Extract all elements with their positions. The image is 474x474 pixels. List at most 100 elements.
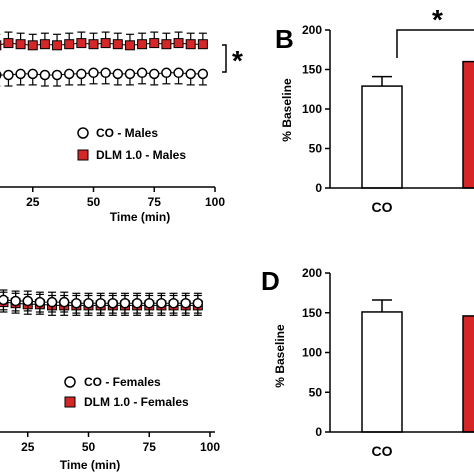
data-point bbox=[149, 38, 160, 49]
panel-b-y-axis-title: % Baseline bbox=[280, 78, 294, 142]
data-point bbox=[100, 38, 111, 49]
x-tick-label: 50 bbox=[82, 440, 96, 454]
y-tick-label: 50 bbox=[309, 385, 323, 399]
data-point bbox=[27, 68, 38, 80]
data-point bbox=[95, 297, 106, 309]
legend-label: DLM 1.0 - Males bbox=[96, 148, 186, 162]
data-point bbox=[39, 39, 50, 50]
x-tick-label: 100 bbox=[205, 195, 225, 209]
panel-d-category-labels: COD bbox=[372, 443, 393, 459]
data-point bbox=[161, 67, 172, 79]
data-point bbox=[71, 297, 82, 309]
y-tick-label: 0 bbox=[315, 181, 322, 195]
data-point bbox=[131, 297, 143, 309]
panel-b-letter: B bbox=[275, 24, 294, 54]
data-point bbox=[124, 40, 135, 51]
bar bbox=[462, 60, 474, 189]
y-tick-label: 100 bbox=[302, 346, 322, 360]
panel-c-legend: CO - Females DLM 1.0 - Females bbox=[64, 375, 189, 409]
data-point bbox=[197, 39, 208, 50]
data-point bbox=[136, 67, 148, 79]
bar bbox=[462, 315, 474, 433]
panel-b-significance-star: * bbox=[432, 4, 443, 35]
panel-b-y-ticks: 0 50 100 150 200 bbox=[302, 23, 330, 195]
data-point bbox=[156, 297, 167, 309]
data-point bbox=[197, 68, 209, 80]
data-point bbox=[0, 40, 2, 51]
y-tick-label: 150 bbox=[302, 306, 322, 320]
data-point bbox=[27, 40, 38, 51]
legend-marker-square bbox=[77, 149, 89, 161]
y-tick-label: 50 bbox=[309, 142, 323, 156]
data-point bbox=[76, 38, 87, 49]
y-tick-label: 200 bbox=[302, 23, 322, 37]
x-tick-label: 75 bbox=[143, 440, 157, 454]
panel-c: 25 50 75 100 Time (min) CO - Females DLM 1.… bbox=[0, 289, 220, 472]
y-tick-label: 150 bbox=[302, 63, 322, 77]
panel-a-x-axis-title: Time (min) bbox=[110, 210, 170, 224]
panel-c-x-axis-title: Time (min) bbox=[60, 458, 120, 472]
bar bbox=[361, 311, 403, 433]
panel-b-plot-area bbox=[361, 60, 474, 189]
data-point bbox=[161, 39, 172, 50]
x-tick-label: 25 bbox=[26, 195, 40, 209]
x-tick-label: 75 bbox=[148, 195, 162, 209]
data-point bbox=[76, 68, 87, 80]
data-point bbox=[149, 68, 160, 80]
data-point bbox=[185, 68, 196, 80]
data-point bbox=[52, 40, 63, 51]
data-point bbox=[144, 297, 155, 309]
data-point bbox=[100, 67, 111, 79]
legend-label: CO - Females bbox=[84, 375, 161, 389]
panel-d-plot-area bbox=[361, 299, 474, 433]
y-tick-label: 200 bbox=[302, 266, 322, 280]
legend-marker-circle bbox=[77, 127, 89, 139]
data-point bbox=[119, 297, 131, 309]
data-point bbox=[22, 295, 33, 307]
panel-a: 25 50 75 100 Time (min) * CO - Males DLM 1.… bbox=[0, 31, 243, 224]
panel-a-plot-area bbox=[0, 31, 209, 87]
panel-d-letter: D bbox=[261, 266, 280, 296]
data-point bbox=[173, 38, 184, 49]
x-tick-label: 50 bbox=[87, 195, 101, 209]
data-point bbox=[83, 297, 94, 309]
panel-d-y-ticks: 0 50 100 150 200 bbox=[302, 266, 330, 439]
legend-item-co-males: CO - Males bbox=[77, 126, 158, 140]
legend-label: CO - Males bbox=[96, 126, 158, 140]
data-point bbox=[137, 39, 148, 50]
data-point bbox=[173, 67, 184, 79]
data-point bbox=[185, 39, 196, 50]
data-point bbox=[107, 297, 119, 309]
data-point bbox=[124, 68, 136, 80]
data-point bbox=[88, 39, 99, 50]
legend-marker-circle bbox=[64, 376, 76, 388]
y-tick-label: 0 bbox=[315, 425, 322, 439]
data-point bbox=[64, 39, 75, 50]
panel-a-significance-bracket bbox=[222, 44, 227, 73]
data-point bbox=[3, 69, 14, 81]
data-point bbox=[180, 297, 191, 309]
data-point bbox=[112, 68, 124, 80]
panel-c-x-ticks: 25 50 75 100 bbox=[21, 432, 220, 454]
category-label: CO bbox=[372, 199, 393, 215]
data-point bbox=[192, 297, 204, 309]
panel-b-category-labels: COD bbox=[372, 199, 393, 215]
data-point bbox=[46, 296, 58, 308]
x-tick-label: 100 bbox=[200, 440, 220, 454]
y-tick-label: 100 bbox=[302, 102, 322, 116]
panel-d: D 0 50 100 150 200 % Baseline COD bbox=[261, 266, 474, 459]
data-point bbox=[51, 69, 63, 81]
bar bbox=[361, 85, 403, 189]
data-point bbox=[15, 39, 26, 50]
panel-b-significance-bracket bbox=[396, 29, 474, 58]
legend-item-dlm-males: DLM 1.0 - Males bbox=[77, 148, 186, 162]
data-point bbox=[39, 69, 51, 81]
category-label: CO bbox=[372, 443, 393, 459]
data-point bbox=[10, 295, 21, 307]
data-point bbox=[0, 294, 9, 306]
panel-d-y-axis-title: % Baseline bbox=[273, 324, 287, 388]
data-point bbox=[0, 71, 2, 79]
legend-item-co-females: CO - Females bbox=[64, 375, 161, 389]
data-point bbox=[15, 68, 26, 80]
